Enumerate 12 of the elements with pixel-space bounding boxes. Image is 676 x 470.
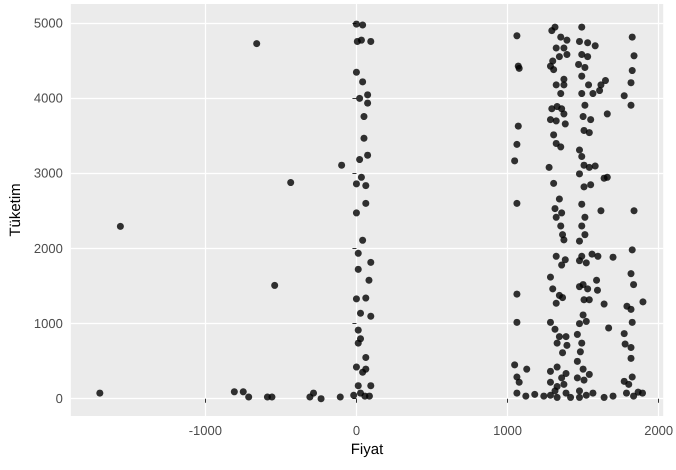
y-axis-title: Tüketim — [7, 183, 24, 237]
x-axis-title: Fiyat — [350, 440, 384, 458]
y-tick-label: 2000 — [34, 240, 63, 256]
x-tick-label: 2000 — [644, 423, 674, 438]
x-tick-label: -1000 — [188, 423, 222, 438]
y-tick-label: 1000 — [34, 316, 63, 332]
y-tick-label: 0 — [56, 391, 63, 406]
x-tick-label: 0 — [352, 423, 360, 438]
y-tick-label: 5000 — [34, 15, 63, 30]
y-tick-label: 4000 — [34, 90, 63, 106]
x-tick-label: 1000 — [493, 423, 522, 438]
y-tick-label: 3000 — [34, 166, 63, 181]
